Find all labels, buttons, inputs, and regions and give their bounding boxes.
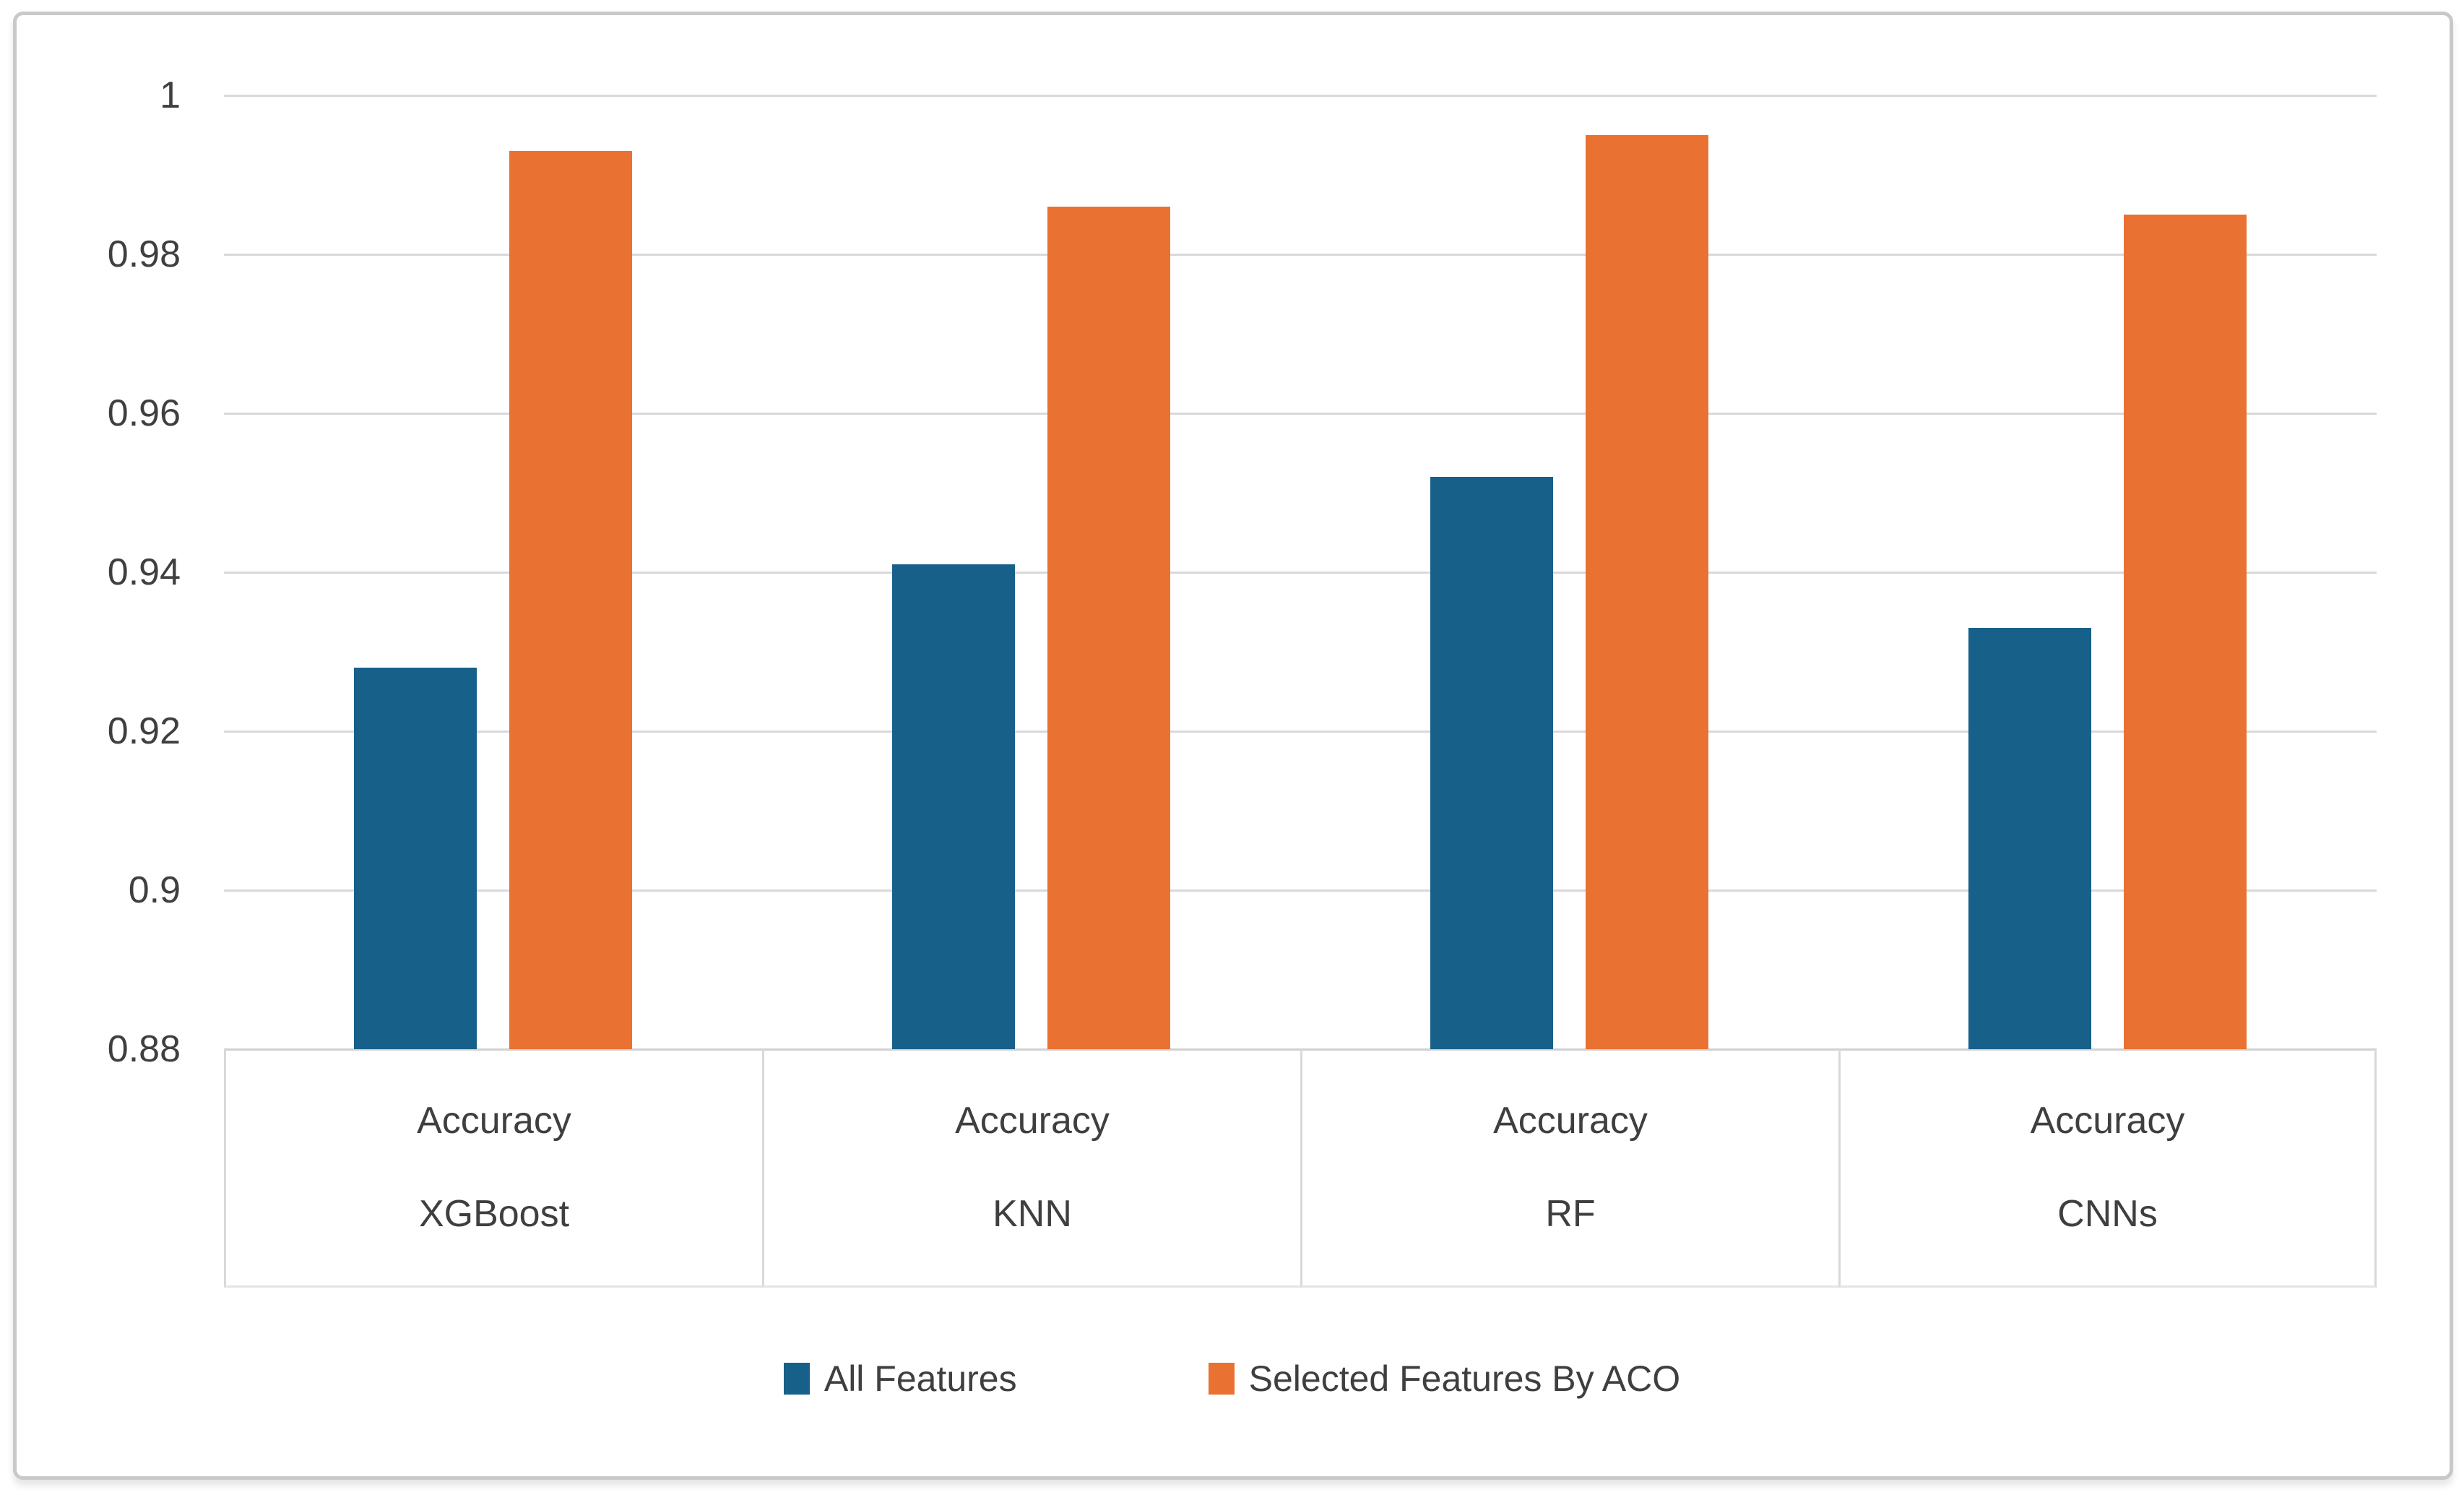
category-metric-label: Accuracy [1493, 1100, 1648, 1142]
legend-item-selected-features-by-aco: Selected Features By ACO [1208, 1358, 1681, 1400]
y-axis-tick-label: 0.96 [107, 392, 181, 434]
gridline [224, 572, 2377, 574]
bar-selected-features-by-aco-xgboost [509, 151, 632, 1049]
category-model-label: KNN [993, 1193, 1072, 1235]
y-axis-tick-label: 1 [160, 74, 181, 116]
bar-all-features-rf [1430, 477, 1553, 1049]
gridline [224, 254, 2377, 256]
bar-all-features-cnns [1968, 628, 2091, 1049]
legend-item-all-features: All Features [783, 1358, 1017, 1400]
gridline [224, 95, 2377, 97]
y-axis-tick-label: 0.92 [107, 710, 181, 752]
bar-selected-features-by-aco-knn [1047, 207, 1170, 1049]
category-cell-knn: Accuracy KNN [762, 1049, 1300, 1288]
y-axis-tick-label: 0.98 [107, 233, 181, 275]
category-metric-label: Accuracy [955, 1100, 1110, 1142]
legend-swatch-icon [1208, 1363, 1235, 1395]
legend: All Features Selected Features By ACO [0, 1343, 2464, 1415]
gridline [224, 731, 2377, 733]
gridline [224, 889, 2377, 892]
legend-swatch-icon [783, 1363, 810, 1395]
category-model-label: RF [1545, 1193, 1596, 1235]
legend-label: Selected Features By ACO [1248, 1358, 1681, 1399]
bar-all-features-knn [892, 564, 1015, 1049]
category-model-label: XGBoost [418, 1193, 570, 1235]
category-metric-label: Accuracy [417, 1100, 571, 1142]
gridline [224, 413, 2377, 415]
bar-all-features-xgboost [354, 668, 477, 1049]
category-cell-rf: Accuracy RF [1300, 1049, 1838, 1288]
bar-selected-features-by-aco-rf [1586, 135, 1708, 1049]
category-cell-xgboost: Accuracy XGBoost [224, 1049, 762, 1288]
y-axis-tick-label: 0.94 [107, 551, 181, 593]
y-axis-tick-label: 0.88 [107, 1028, 181, 1070]
category-metric-label: Accuracy [2030, 1100, 2185, 1142]
bar-selected-features-by-aco-cnns [2124, 215, 2247, 1049]
category-cell-cnns: Accuracy CNNs [1838, 1049, 2377, 1288]
legend-label: All Features [824, 1358, 1017, 1399]
y-axis-tick-label: 0.9 [128, 869, 181, 911]
category-model-label: CNNs [2057, 1193, 2158, 1235]
